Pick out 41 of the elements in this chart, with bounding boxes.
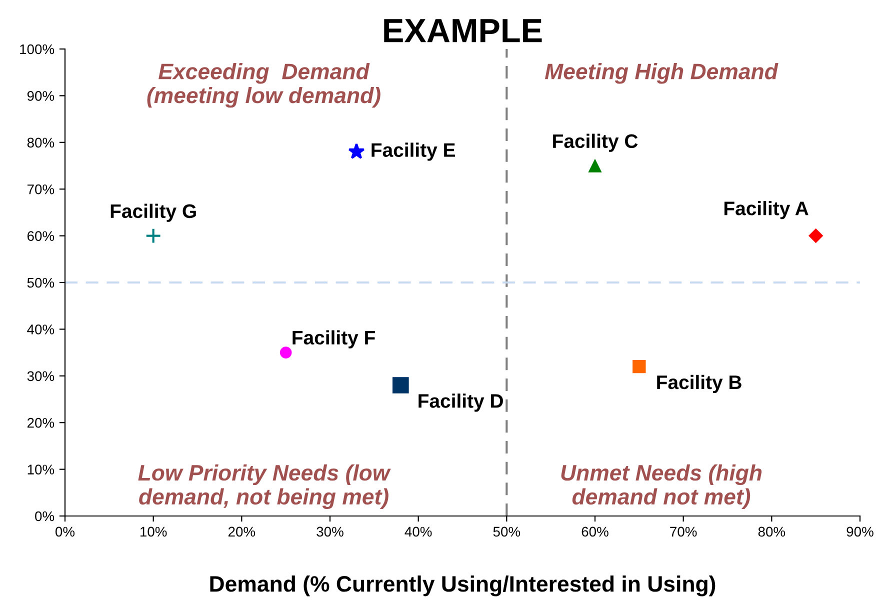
series-label: Facility G (110, 204, 196, 222)
x-tick-label: 10% (140, 526, 167, 537)
x-tick-label: 60% (582, 526, 608, 537)
y-tick-label: 10% (28, 464, 54, 474)
annotation: Exceeding Demand (meeting low demand) (147, 63, 380, 108)
y-tick-label: 90% (27, 91, 54, 101)
series-label: Facility B (657, 374, 742, 394)
x-tick-label: 0% (56, 526, 75, 537)
x-tick-label: 90% (846, 526, 874, 537)
series-label: Facility D (418, 394, 503, 412)
y-tick-label: 20% (27, 418, 54, 428)
x-tick-label: 80% (758, 526, 786, 537)
series-label: Facility E (372, 142, 456, 161)
chart-title: EXAMPLE (384, 19, 542, 42)
point (145, 228, 162, 244)
x-tick-label: 20% (228, 526, 256, 537)
y-tick-label: 50% (27, 278, 54, 288)
point (632, 360, 646, 374)
series-label: Facility A (724, 201, 808, 220)
annotation: Meeting High Demand (544, 63, 778, 84)
x-axis-title: Demand (% Currently Using/Interested in Using) (210, 575, 716, 596)
point (808, 228, 824, 244)
x-tick-label: 50% (493, 526, 520, 537)
y-tick-label: 70% (28, 184, 54, 194)
y-tick-label: 100% (20, 44, 54, 54)
x-tick-label: 30% (316, 526, 344, 537)
x-tick-label: 70% (670, 526, 697, 537)
y-tick-label: 40% (27, 324, 54, 334)
series-label: Facility C (553, 134, 638, 152)
y-tick-label: 60% (27, 231, 54, 241)
annotation: Low Priority Needs (low demand, not being met) (138, 464, 391, 509)
x-tick-label: 40% (404, 526, 432, 537)
point (588, 159, 602, 172)
point (348, 143, 365, 159)
series-label: Facility F (292, 330, 375, 348)
y-tick-label: 80% (27, 138, 54, 148)
annotation: Unmet Needs (high demand not met) (561, 464, 762, 509)
point (280, 346, 292, 358)
y-tick-label: 30% (27, 371, 54, 382)
y-tick-label: 0% (35, 511, 54, 522)
point (392, 377, 409, 394)
